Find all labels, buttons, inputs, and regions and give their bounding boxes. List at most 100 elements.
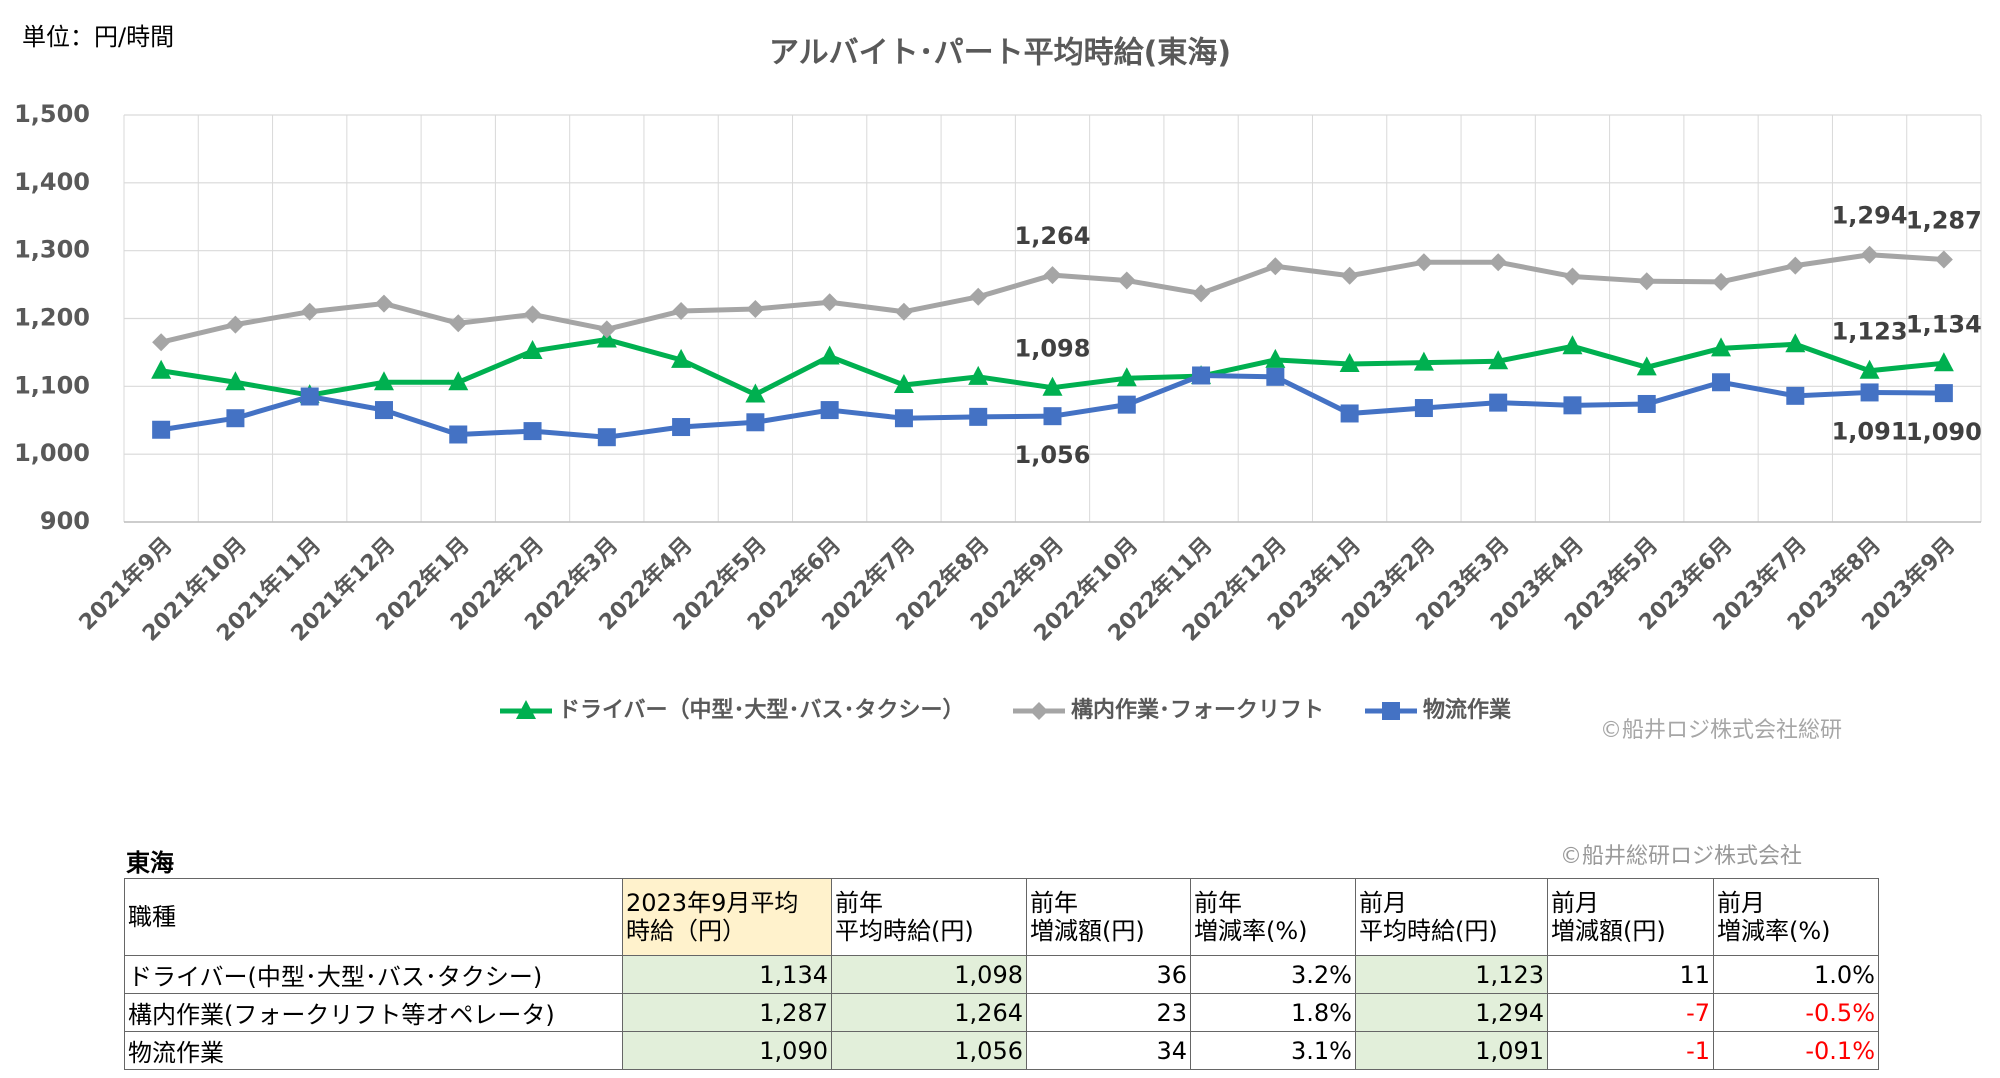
- marker: [894, 302, 913, 321]
- table-row: 物流作業 1,090 1,056 34 3.1% 1,091 -1 -0.1%: [124, 1031, 1879, 1070]
- marker: [523, 305, 542, 324]
- marker: [1192, 284, 1211, 303]
- data-label: 1,098: [1015, 335, 1091, 363]
- marker: [226, 409, 245, 428]
- marker: [1030, 702, 1048, 720]
- header-row: 職種 2023年9月平均 時給（円） 前年 平均時給(円) 前年 増減額(円) 前年 増減率(%…: [124, 878, 1879, 956]
- table-cell: 23: [1026, 993, 1191, 1032]
- marker: [969, 287, 988, 306]
- marker: [1265, 348, 1286, 368]
- unit-label: 単位：円/時間: [22, 23, 174, 51]
- marker: [152, 333, 171, 352]
- header-text: 前月: [1551, 889, 1599, 917]
- data-label: 1,294: [1832, 202, 1908, 230]
- y-tick-label: 1,400: [14, 168, 90, 196]
- marker: [597, 428, 616, 447]
- table-cell: 1,134: [622, 955, 832, 994]
- table-cell: 36: [1026, 955, 1191, 994]
- table-cell: 34: [1026, 1031, 1191, 1070]
- marker: [151, 359, 172, 379]
- marker: [893, 373, 914, 393]
- marker: [672, 418, 691, 437]
- data-label: 1,056: [1015, 441, 1091, 469]
- marker: [819, 345, 840, 365]
- table-cell: 3.1%: [1190, 1031, 1356, 1070]
- data-label: 1,134: [1906, 310, 1982, 338]
- marker: [1711, 337, 1732, 357]
- marker: [1562, 335, 1583, 355]
- marker: [1043, 266, 1062, 285]
- y-tick-label: 1,300: [14, 236, 90, 264]
- header-cell: 前月 増減額(円): [1547, 878, 1714, 956]
- data-label: 1,287: [1906, 206, 1982, 234]
- table-cell: -7: [1547, 993, 1714, 1032]
- marker: [449, 425, 468, 444]
- y-tick-label: 1,200: [14, 304, 90, 332]
- data-label: 1,091: [1832, 417, 1908, 445]
- marker: [1192, 366, 1211, 385]
- marker: [516, 700, 536, 719]
- marker: [522, 340, 543, 360]
- table-cell: 1,123: [1355, 955, 1548, 994]
- marker: [746, 413, 765, 432]
- marker: [1636, 356, 1657, 376]
- marker: [1382, 702, 1400, 720]
- marker: [968, 365, 989, 385]
- header-cell: 職種: [124, 878, 623, 956]
- table-title: 東海: [126, 849, 174, 877]
- marker: [1785, 333, 1806, 353]
- marker: [1414, 253, 1433, 272]
- table-cell: 1.0%: [1713, 955, 1879, 994]
- header-text: 増減額(円): [1030, 917, 1145, 945]
- marker: [1859, 359, 1880, 379]
- table-cell: 1,090: [622, 1031, 832, 1070]
- marker: [225, 371, 246, 391]
- table-cell: 物流作業: [124, 1031, 623, 1070]
- y-tick-label: 900: [40, 507, 90, 535]
- marker: [523, 422, 542, 441]
- marker: [1860, 245, 1879, 264]
- header-cell: 前年 平均時給(円): [831, 878, 1027, 956]
- marker: [820, 293, 839, 312]
- y-tick-label: 1,000: [14, 439, 90, 467]
- legend-label: 物流作業: [1423, 697, 1512, 723]
- marker: [1786, 386, 1805, 405]
- header-text: 平均時給(円): [1359, 917, 1498, 945]
- table-cell: 1,294: [1355, 993, 1548, 1032]
- table-cell: 1,056: [831, 1031, 1027, 1070]
- marker: [1489, 393, 1508, 412]
- marker: [1934, 250, 1953, 269]
- marker: [1339, 352, 1360, 372]
- marker: [1489, 253, 1508, 272]
- table-cell: 構内作業(フォークリフト等オペレータ): [124, 993, 623, 1032]
- marker: [1042, 376, 1063, 396]
- marker: [597, 320, 616, 339]
- table: 職種 2023年9月平均 時給（円） 前年 平均時給(円) 前年 増減額(円) 前年 増減率(%…: [124, 878, 1879, 1070]
- marker: [1712, 373, 1731, 392]
- y-tick-label: 1,500: [14, 100, 90, 128]
- header-text: 増減額(円): [1551, 917, 1666, 945]
- marker: [1712, 272, 1731, 291]
- marker: [746, 300, 765, 319]
- header-text: 平均時給(円): [835, 917, 974, 945]
- marker: [1414, 399, 1433, 418]
- marker: [374, 401, 393, 420]
- header-text: 2023年9月平均: [626, 889, 799, 917]
- marker: [672, 302, 691, 321]
- marker: [373, 371, 394, 391]
- marker: [1933, 352, 1954, 372]
- marker: [1488, 350, 1509, 370]
- marker: [1116, 367, 1137, 387]
- table-credit: ©船井総研ロジ株式会社: [1560, 844, 1803, 869]
- table-cell: -1: [1547, 1031, 1714, 1070]
- marker: [820, 401, 839, 420]
- header-cell: 前月 増減率(%): [1713, 878, 1879, 956]
- table-cell: 1,091: [1355, 1031, 1548, 1070]
- data-label: 1,123: [1832, 318, 1908, 346]
- marker: [1563, 267, 1582, 286]
- marker: [1934, 384, 1953, 403]
- table-cell: 11: [1547, 955, 1714, 994]
- header-text: 職種: [128, 903, 176, 931]
- table-cell: 1.8%: [1190, 993, 1356, 1032]
